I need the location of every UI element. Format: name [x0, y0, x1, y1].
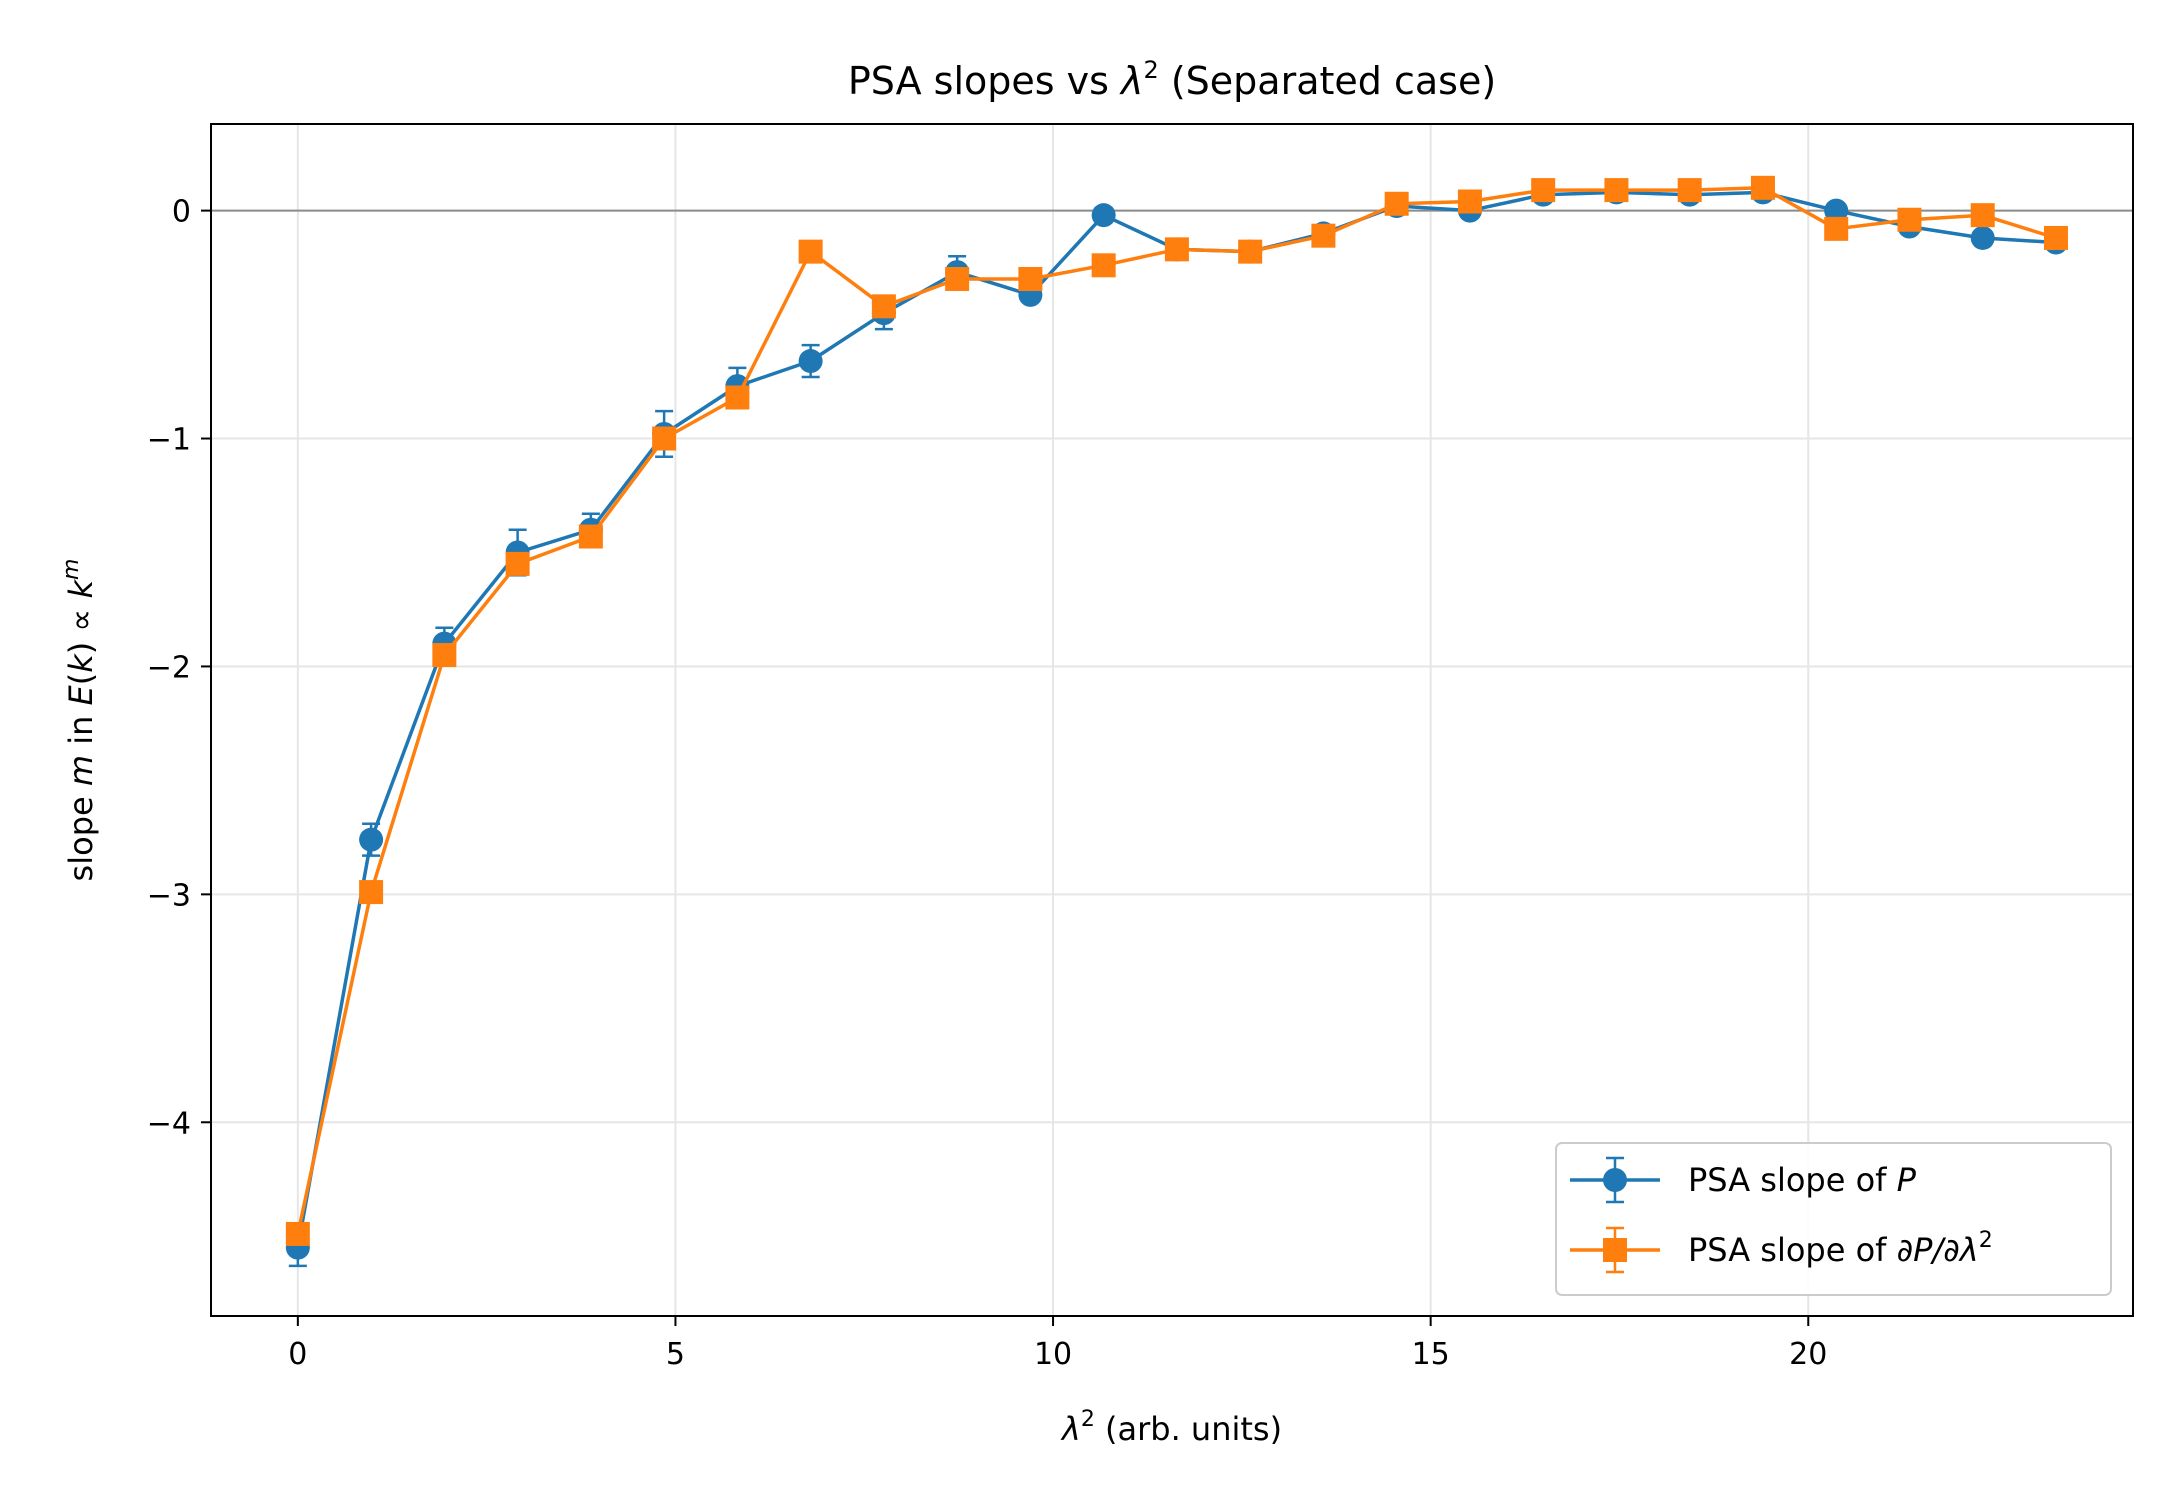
legend-label: PSA slope of ∂P/∂λ2 [1688, 1228, 1993, 1269]
data-point [1018, 266, 1043, 291]
data-point [285, 1221, 310, 1246]
data-point [798, 239, 823, 264]
data-point [871, 294, 896, 319]
chart-title: PSA slopes vs λ2 (Separated case) [848, 56, 1496, 103]
data-point [1238, 239, 1263, 264]
legend-box [1555, 1142, 2112, 1296]
y-tick-label: −1 [147, 423, 191, 458]
x-axis-label: λ2 (arb. units) [1060, 1407, 1282, 1448]
data-point [1897, 207, 1922, 232]
data-point [1384, 191, 1409, 216]
legend-marker [1603, 1168, 1627, 1192]
data-point [1824, 198, 1849, 223]
data-point [945, 266, 970, 291]
legend: PSA slope of P PSA slope of ∂P/∂λ2 [1555, 1142, 2112, 1296]
data-point [652, 426, 677, 451]
data-point [1091, 253, 1116, 278]
x-tick-label: 5 [666, 1337, 685, 1372]
data-point [1531, 178, 1556, 203]
y-axis-ticks: 0 −1 −2 −3 −4 [147, 195, 211, 1141]
y-tick-label: 0 [172, 195, 191, 230]
data-point [2043, 225, 2068, 250]
y-tick-label: −3 [147, 878, 191, 913]
data-point [505, 551, 530, 576]
x-tick-label: 10 [1034, 1337, 1072, 1372]
data-point [1970, 203, 1995, 228]
data-point [798, 349, 823, 374]
data-point [359, 827, 384, 852]
x-axis-ticks: 0 5 10 15 20 [288, 1316, 1827, 1372]
data-point [578, 524, 603, 549]
data-point [1677, 178, 1702, 203]
data-point [1457, 189, 1482, 214]
data-point [1091, 203, 1116, 228]
series-2 [285, 175, 2068, 1246]
data-point [359, 880, 384, 905]
data-point [1750, 175, 1775, 200]
x-tick-label: 15 [1412, 1337, 1450, 1372]
data-point [1311, 223, 1336, 248]
data-point [432, 643, 457, 668]
data-point [1604, 178, 1629, 203]
y-tick-label: −2 [147, 650, 191, 685]
x-tick-label: 20 [1789, 1337, 1827, 1372]
plot-frame [210, 123, 2134, 1317]
data-point [725, 385, 750, 410]
series-layer [285, 175, 2068, 1268]
legend-entry-2: PSA slope of ∂P/∂λ2 [1570, 1226, 1993, 1274]
legend-marker [1603, 1238, 1627, 1262]
data-point [1970, 225, 1995, 250]
legend-entry-1: PSA slope of P [1570, 1156, 1917, 1204]
x-tick-label: 0 [288, 1337, 307, 1372]
y-tick-label: −4 [147, 1106, 191, 1141]
data-point [1824, 216, 1849, 241]
y-axis-label: slope m in E(k) ∝ km [59, 559, 100, 882]
data-point [1164, 237, 1189, 262]
legend-label: PSA slope of P [1688, 1161, 1917, 1199]
